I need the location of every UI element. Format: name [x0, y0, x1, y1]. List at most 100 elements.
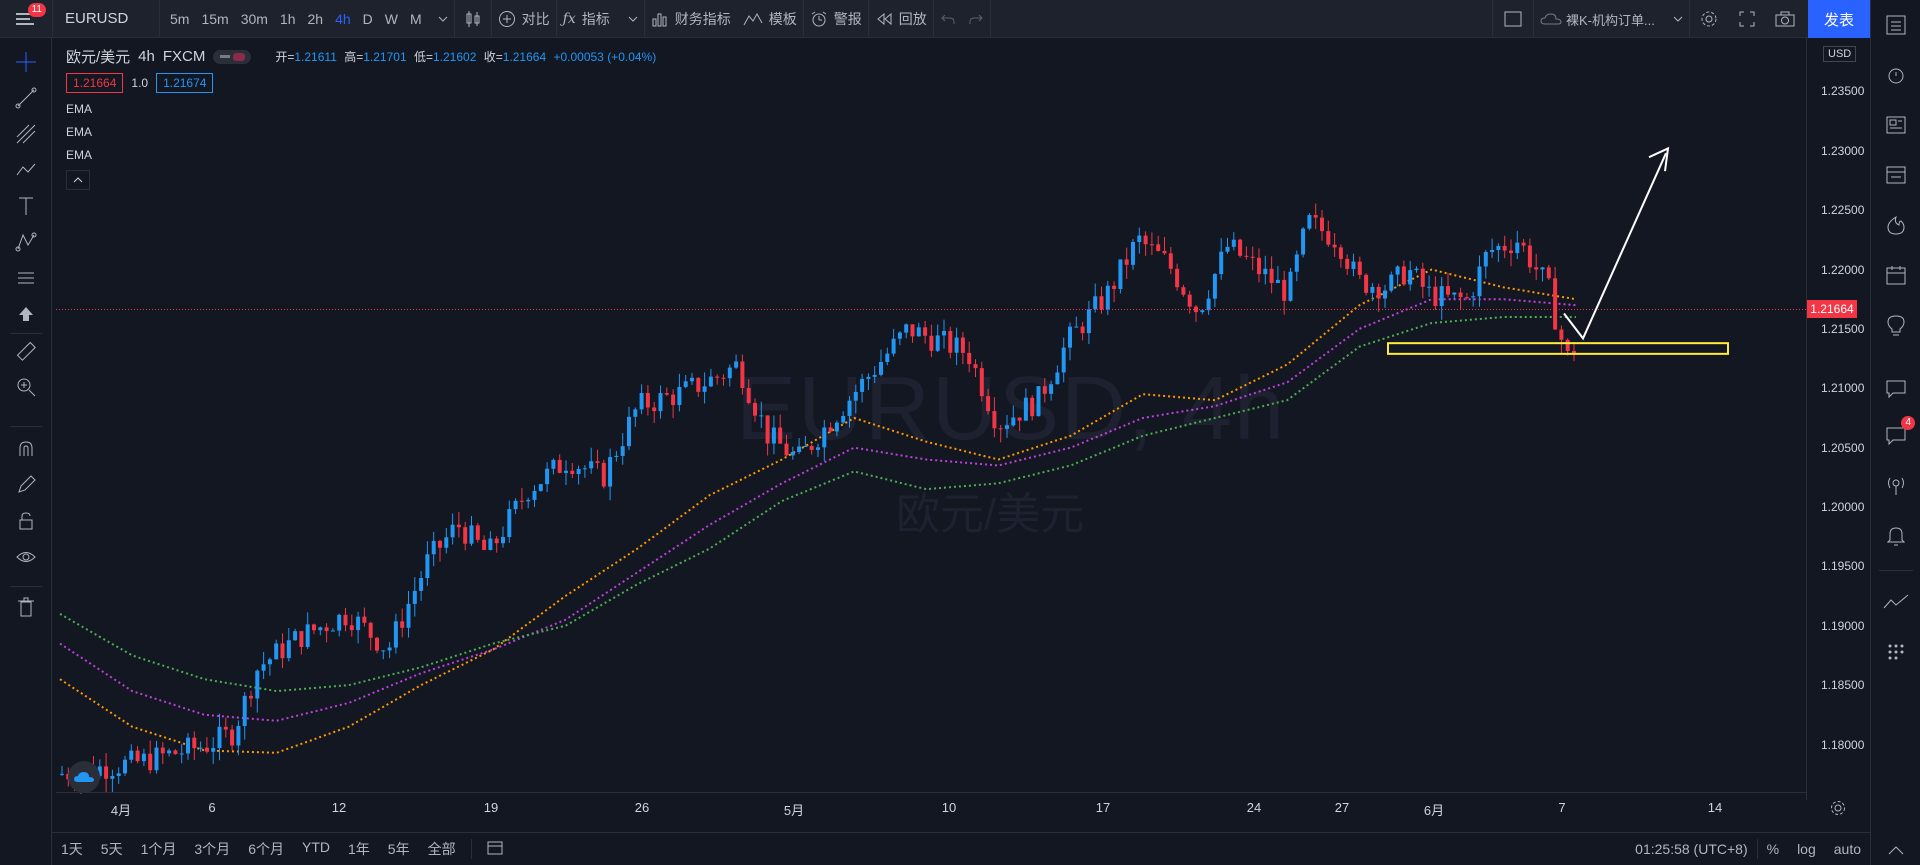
hotlist-icon[interactable] — [1883, 212, 1909, 238]
news-icon[interactable] — [1883, 112, 1909, 138]
range-8[interactable]: 全部 — [427, 841, 456, 857]
eye-icon[interactable] — [13, 544, 39, 570]
sell-price-button[interactable]: 1.21664 — [66, 73, 124, 93]
replay-button[interactable]: 回放 — [869, 0, 933, 38]
ruler-icon[interactable] — [13, 338, 39, 364]
currency-label[interactable]: USD — [1823, 46, 1857, 62]
arrow-up-icon[interactable] — [13, 301, 39, 327]
interval-1h[interactable]: 1h — [279, 10, 296, 27]
buy-price-button[interactable]: 1.21674 — [156, 73, 214, 93]
range-0[interactable]: 1天 — [61, 841, 83, 857]
interval-30m[interactable]: 30m — [240, 10, 268, 27]
notifications-icon[interactable] — [1883, 522, 1909, 548]
range-6[interactable]: 1年 — [347, 841, 370, 857]
market-status-toggle[interactable] — [213, 49, 252, 64]
calendar-icon[interactable] — [1883, 262, 1909, 288]
candle-body-49 — [368, 622, 373, 638]
alerts-button[interactable]: 警报 — [804, 0, 868, 38]
candle-body-19 — [179, 753, 184, 755]
trash-icon[interactable] — [13, 594, 39, 620]
legend-exchange: FXCM — [162, 48, 206, 65]
fullscreen-button[interactable] — [1728, 0, 1766, 38]
candle-body-81 — [570, 470, 575, 475]
indicator-ema-2[interactable]: EMA — [66, 125, 93, 139]
percent-toggle[interactable]: % — [1766, 841, 1780, 857]
pitchfork-icon[interactable] — [13, 121, 39, 147]
settings-button[interactable] — [1690, 0, 1728, 38]
indicators-button[interactable]: ƒx 指标 — [557, 0, 644, 38]
compare-button[interactable]: 对比 — [492, 0, 556, 38]
layout-name-button[interactable]: 裸K-机构订单... — [1534, 0, 1689, 38]
crosshair-icon[interactable] — [13, 49, 39, 75]
messages-icon[interactable]: 4 — [1883, 416, 1915, 448]
range-2[interactable]: 1个月 — [140, 841, 177, 857]
clock-readout[interactable]: 01:25:58 (UTC+8) — [1635, 841, 1748, 857]
candle-body-59 — [431, 540, 436, 555]
price-axis[interactable]: 1.23500 1.23000 1.22500 1.22000 1.21500 1.210… — [1806, 38, 1870, 800]
candle-body-149 — [998, 428, 1003, 430]
data-window-icon[interactable] — [1883, 162, 1909, 188]
range-3[interactable]: 3个月 — [194, 841, 231, 857]
dom-icon[interactable] — [1883, 638, 1909, 664]
watchlist-icon[interactable] — [1883, 12, 1909, 38]
financials-button[interactable]: 财务指标 — [645, 0, 737, 38]
alarm-icon[interactable] — [1883, 62, 1909, 88]
candle-body-31 — [255, 670, 260, 699]
zoom-in-icon[interactable] — [13, 374, 39, 400]
chart-pane[interactable]: EURUSD, 4h 欧元/美元 — [56, 38, 1806, 800]
interval-D[interactable]: D — [362, 10, 373, 27]
streams-icon[interactable] — [1883, 472, 1909, 498]
indicator-ema-1[interactable]: EMA — [66, 102, 93, 116]
price-chart[interactable] — [56, 38, 1806, 800]
prediction-icon[interactable] — [13, 265, 39, 291]
symbol-search[interactable]: EURUSD — [65, 10, 129, 27]
range-7[interactable]: 5年 — [387, 841, 410, 857]
time-axis[interactable]: 4月 6 12 19 26 5月 10 17 24 27 6月 7 14 — [56, 792, 1806, 818]
menu-icon — [16, 12, 34, 25]
symbol-title[interactable]: 欧元/美元 — [66, 49, 131, 66]
interval-dropdown-icon[interactable] — [432, 0, 454, 38]
axis-settings-icon[interactable] — [1830, 800, 1846, 821]
layout-select-button[interactable] — [1493, 0, 1533, 38]
log-toggle[interactable]: log — [1797, 841, 1816, 857]
publish-button[interactable]: 发表 — [1808, 0, 1870, 38]
interval-2h[interactable]: 2h — [307, 10, 324, 27]
menu-button[interactable]: 11 — [0, 0, 52, 38]
candle-body-165 — [1099, 296, 1104, 310]
interval-W[interactable]: W — [384, 10, 398, 27]
range-5[interactable]: YTD — [301, 839, 330, 855]
indicator-ema-3[interactable]: EMA — [66, 148, 93, 162]
auto-toggle[interactable]: auto — [1833, 841, 1861, 857]
interval-M[interactable]: M — [410, 10, 422, 27]
magnet-icon[interactable] — [13, 436, 39, 462]
chat-icon[interactable] — [1883, 375, 1909, 401]
bottom-toolbar: 1天 5天 1个月 3个月 6个月 YTD 1年 5年 全部 01:25:58 (UTC+8) … — [52, 832, 1870, 865]
candle-body-89 — [620, 446, 625, 456]
lock-pencil-icon[interactable] — [13, 472, 39, 498]
pattern-icon[interactable] — [13, 229, 39, 255]
collapse-legend-button[interactable] — [66, 170, 90, 190]
range-4[interactable]: 6个月 — [248, 841, 284, 857]
undo-button[interactable] — [934, 0, 962, 38]
interval-5m[interactable]: 5m — [170, 10, 190, 27]
trading-panel-icon[interactable] — [1883, 590, 1909, 616]
trend-line-icon[interactable] — [13, 85, 39, 111]
text-icon[interactable] — [13, 193, 39, 219]
high-value: 1.21701 — [363, 50, 407, 64]
drawing-toolbar — [0, 38, 52, 865]
templates-button[interactable]: 模板 — [737, 0, 803, 38]
candle-body-102 — [702, 386, 707, 392]
candle-body-112 — [765, 415, 770, 444]
interval-15m[interactable]: 15m — [201, 10, 229, 27]
ideas-icon[interactable] — [1883, 312, 1909, 338]
tv-logo[interactable] — [68, 761, 100, 793]
redo-button[interactable] — [962, 0, 990, 38]
candle-style-button[interactable] — [455, 0, 491, 38]
goto-date-button[interactable] — [478, 840, 514, 859]
snapshot-button[interactable] — [1766, 0, 1804, 38]
range-1[interactable]: 5天 — [100, 841, 123, 857]
lock-icon[interactable] — [13, 508, 39, 534]
brush-icon[interactable] — [13, 157, 39, 183]
interval-4h[interactable]: 4h — [335, 10, 351, 27]
collapse-panel-icon[interactable] — [1883, 838, 1909, 864]
